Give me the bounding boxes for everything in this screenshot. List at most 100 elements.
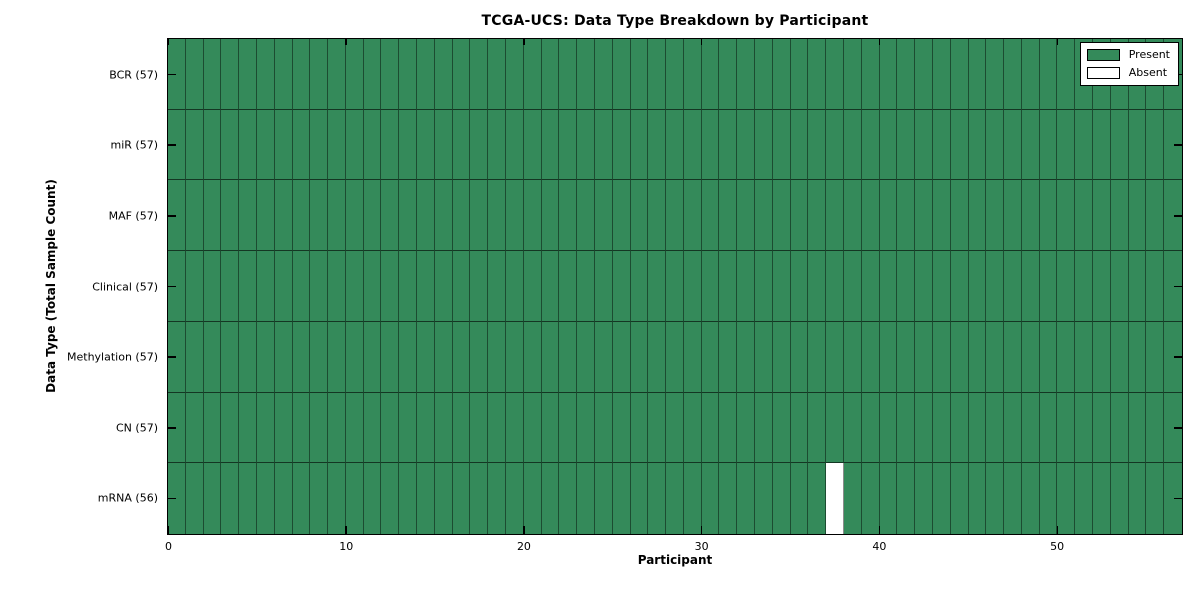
heatmap-cell [221, 321, 240, 393]
legend: Present Absent [1079, 42, 1179, 86]
heatmap-cell [1093, 109, 1111, 181]
heatmap-cell [701, 463, 720, 534]
heatmap-cell [506, 180, 524, 252]
legend-label-absent: Absent [1128, 66, 1168, 79]
heatmap-cell [1110, 463, 1129, 534]
heatmap-cell [434, 463, 453, 534]
heatmap-cell [417, 39, 435, 110]
heatmap-cell [488, 109, 506, 181]
heatmap-cell [1039, 251, 1058, 322]
x-axis-label: Participant [637, 553, 713, 567]
heatmap-cell [363, 392, 382, 464]
heatmap-cell [612, 463, 631, 534]
heatmap-cell [559, 321, 578, 393]
heatmap-cell [1004, 109, 1022, 181]
heatmap-cell [434, 39, 453, 110]
heatmap-cell [666, 251, 684, 322]
heatmap-cell [879, 109, 898, 181]
heatmap-cell [897, 39, 916, 110]
heatmap-cell [345, 463, 364, 534]
heatmap-cell [648, 392, 667, 464]
heatmap-cell [168, 392, 186, 464]
heatmap-cell [1128, 251, 1147, 322]
heatmap-cell [523, 392, 542, 464]
heatmap-cell [452, 109, 471, 181]
heatmap-cell [594, 251, 613, 322]
heatmap-cell [1164, 109, 1182, 181]
heatmap-cell [345, 180, 364, 252]
x-tick-mark [878, 39, 881, 45]
heatmap-cell [594, 180, 613, 252]
heatmap-cell [310, 321, 329, 393]
heatmap-cell [381, 180, 400, 252]
heatmap-cell [968, 39, 987, 110]
x-tick-label: 0 [165, 540, 172, 553]
heatmap-cell [577, 39, 595, 110]
heatmap-cell [968, 109, 987, 181]
heatmap-cell [772, 180, 791, 252]
heatmap-cell [203, 392, 222, 464]
y-tick-label: Methylation (57) [67, 350, 158, 364]
heatmap-cell [541, 463, 560, 534]
y-tick-mark [1174, 427, 1182, 429]
heatmap-cell [790, 463, 809, 534]
heatmap-cell [826, 109, 844, 181]
heatmap-cell [932, 39, 951, 110]
heatmap-cell [1110, 180, 1129, 252]
y-tick-mark [168, 497, 176, 500]
heatmap-cell [861, 39, 880, 110]
y-tick-mark [1174, 215, 1182, 217]
heatmap-cell [256, 180, 275, 252]
heatmap-cell [808, 392, 827, 464]
heatmap-cell [1093, 251, 1111, 322]
heatmap-cell [434, 392, 453, 464]
heatmap-cell [772, 463, 791, 534]
heatmap-cell [915, 39, 933, 110]
heatmap-cell [950, 109, 969, 181]
heatmap-cell [185, 109, 204, 181]
x-tick-mark [523, 526, 525, 534]
heatmap-cell [488, 321, 506, 393]
heatmap-cell [452, 251, 471, 322]
heatmap-cell [683, 251, 702, 322]
heatmap-cell [861, 109, 880, 181]
heatmap-cell [168, 180, 186, 252]
heatmap-cell [399, 180, 418, 252]
heatmap-cell [1146, 109, 1165, 181]
heatmap-cell [452, 463, 471, 534]
heatmap-cell [381, 39, 400, 110]
heatmap-cell [1075, 463, 1094, 534]
heatmap-cell [701, 39, 720, 110]
heatmap-cell [986, 321, 1005, 393]
x-tick-label: 10 [339, 540, 354, 553]
absent-cell [826, 463, 844, 534]
heatmap-cell [488, 463, 506, 534]
heatmap-cell [772, 392, 791, 464]
heatmap-cell [630, 39, 649, 110]
heatmap-cell [772, 251, 791, 322]
heatmap-cell [185, 392, 204, 464]
heatmap-cell [861, 463, 880, 534]
x-tick-mark [1056, 526, 1059, 534]
heatmap-cell [1057, 109, 1076, 181]
heatmap-cell [328, 39, 346, 110]
heatmap-cell [1021, 321, 1040, 393]
x-tick-mark [345, 526, 347, 534]
heatmap-cell [328, 321, 346, 393]
heatmap-cell [1128, 109, 1147, 181]
heatmap-cell [630, 109, 649, 181]
heatmap-cell [808, 39, 827, 110]
heatmap-cell [1128, 392, 1147, 464]
heatmap-cell [897, 321, 916, 393]
heatmap-cell [363, 180, 382, 252]
heatmap-cell [417, 392, 435, 464]
heatmap-cell [861, 251, 880, 322]
heatmap-cell [1128, 321, 1147, 393]
heatmap-cell [630, 180, 649, 252]
heatmap-cell [274, 251, 293, 322]
heatmap-cell [594, 392, 613, 464]
heatmap-cell [879, 321, 898, 393]
heatmap-cell [968, 392, 987, 464]
heatmap-cell [506, 39, 524, 110]
heatmap-cell [239, 321, 257, 393]
